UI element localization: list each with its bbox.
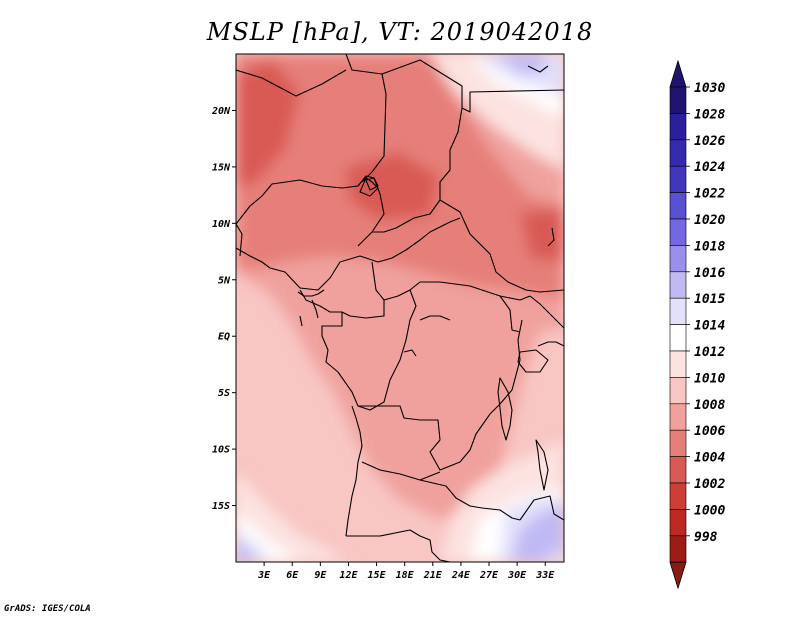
border-line <box>481 507 521 521</box>
lake-victoria <box>517 349 549 373</box>
lon-tick-label: 18E <box>396 570 415 581</box>
lon-tick-label: 15E <box>368 570 387 581</box>
latitude-axis: 20N 15N 10N 5N EQ 5S 10S 15S <box>211 106 236 512</box>
colorbar-label: 1000 <box>694 503 725 518</box>
border-line <box>537 341 564 347</box>
border-line <box>236 69 347 97</box>
colorbar-swatch <box>669 403 687 431</box>
border-line <box>361 461 441 481</box>
colorbar-swatch <box>669 456 687 484</box>
border-line <box>359 177 379 197</box>
colorbar-swatch <box>669 271 687 299</box>
lat-tick-label: 20N <box>211 106 231 117</box>
lon-tick-label: 27E <box>479 570 499 581</box>
map-title: MSLP [hPa], VT: 2019042018 <box>206 18 594 46</box>
colorbar-swatch <box>669 297 687 325</box>
coastline <box>299 315 303 327</box>
border-line <box>346 529 451 562</box>
lon-tick-label: 21E <box>423 570 443 581</box>
border-line <box>345 405 363 537</box>
lon-tick-label: 33E <box>535 570 555 581</box>
colorbar-swatch <box>669 509 687 537</box>
border-line <box>439 199 564 293</box>
colorbar-swatch <box>669 429 687 457</box>
colorbar-swatch <box>669 377 687 405</box>
lat-tick-label: 10N <box>212 219 231 230</box>
colorbar-swatch <box>669 482 687 510</box>
colorbar-label: 1030 <box>694 81 725 96</box>
lon-tick-label: 30E <box>507 570 527 581</box>
colorbar-label: 1028 <box>694 107 725 122</box>
lat-tick-label: 5N <box>218 275 231 286</box>
colorbar-swatch <box>669 86 687 114</box>
border-line <box>236 175 385 247</box>
lat-tick-label: 15N <box>212 162 231 173</box>
colorbar-label: 1026 <box>694 134 725 149</box>
colorbar-swatch <box>669 535 687 563</box>
lat-tick-label: 10S <box>212 445 230 456</box>
colorbar-label: 1022 <box>694 187 725 202</box>
border-line <box>358 319 523 471</box>
lat-tick-label: 15S <box>212 501 230 512</box>
colorbar: 1030 1028 1026 1024 1022 1020 1018 1016 1015 1014… <box>669 59 725 590</box>
colorbar-label: 998 <box>694 530 718 545</box>
colorbar-label: 1015 <box>694 292 725 307</box>
longitude-axis: 3E 6E 9E 12E 15E 18E 21E 24E 27E 30E 33E <box>257 562 555 581</box>
border-line <box>419 479 483 509</box>
lake-malawi <box>535 439 549 491</box>
colorbar-label: 1018 <box>694 239 725 254</box>
border-line <box>527 65 549 73</box>
border-line <box>236 217 461 291</box>
field-region-1015 <box>236 54 564 562</box>
grads-credit: GrADS: IGES/COLA <box>4 604 91 614</box>
colorbar-label: 1006 <box>694 424 725 439</box>
colorbar-swatch <box>669 113 687 141</box>
colorbar-label: 1016 <box>694 266 725 281</box>
lake-tanganyika <box>497 377 513 441</box>
border-line <box>345 54 387 183</box>
colorbar-label: 1014 <box>694 319 725 334</box>
colorbar-swatch <box>669 245 687 273</box>
coastline <box>311 299 319 319</box>
colorbar-swatch <box>669 218 687 246</box>
colorbar-label: 1008 <box>694 398 725 413</box>
field-region-1004 <box>236 60 564 262</box>
map-frame <box>235 53 565 563</box>
colorbar-label: 1020 <box>694 213 725 228</box>
lon-tick-label: 3E <box>257 570 271 581</box>
coastline <box>236 223 243 257</box>
colorbar-bottom-arrow <box>669 561 687 590</box>
border-line <box>519 495 564 521</box>
lat-tick-label: EQ <box>218 332 230 343</box>
lake-chad <box>365 177 379 191</box>
colorbar-label: 1002 <box>694 477 725 492</box>
lon-tick-label: 24E <box>451 570 471 581</box>
colorbar-label: 1004 <box>694 451 725 466</box>
colorbar-label: 1012 <box>694 345 725 360</box>
colorbar-swatch <box>669 350 687 378</box>
lon-tick-label: 12E <box>339 570 358 581</box>
coastline <box>403 349 417 357</box>
colorbar-swatch <box>669 139 687 167</box>
lon-tick-label: 9E <box>314 570 327 581</box>
colorbar-label: 1010 <box>694 371 725 386</box>
coastline <box>547 227 555 247</box>
pressure-field <box>236 54 564 562</box>
country-borders <box>236 54 564 562</box>
border-line <box>371 261 531 301</box>
border-line <box>499 295 521 333</box>
colorbar-swatch <box>669 324 687 352</box>
colorbar-label: 1024 <box>694 160 725 175</box>
border-line <box>529 295 564 329</box>
coastline <box>419 315 451 321</box>
lat-tick-label: 5S <box>218 388 230 399</box>
lon-tick-label: 6E <box>286 570 299 581</box>
colorbar-swatch <box>669 192 687 220</box>
colorbar-top-arrow <box>669 59 687 88</box>
colorbar-swatch <box>669 165 687 193</box>
coastline <box>297 289 325 297</box>
